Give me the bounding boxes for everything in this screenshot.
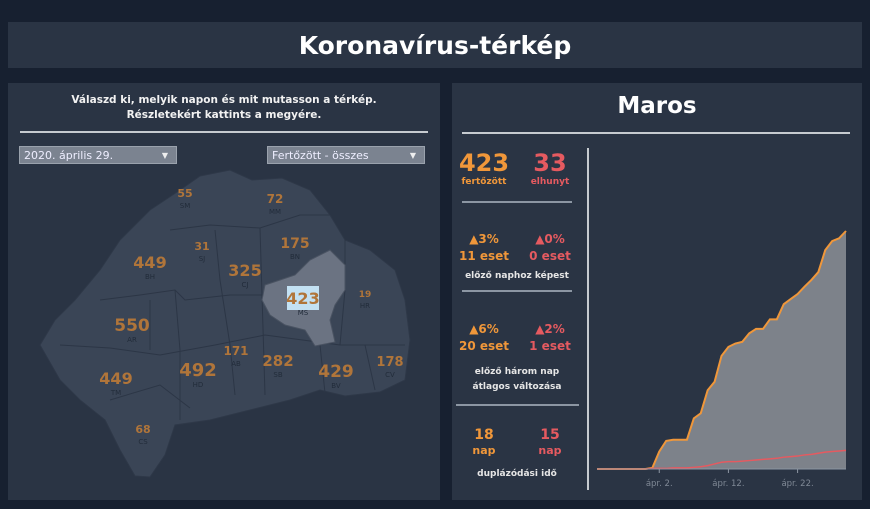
instruction-line: Részletekért kattints a megyére. [126,109,322,121]
county-code-ms: MS [298,309,309,317]
day-change-caption: előző naphoz képest [465,271,569,281]
county-value-tm[interactable]: 449 [99,369,132,388]
county-code-ar: AR [127,336,137,344]
pct: 0% [544,232,565,246]
divider [462,132,850,134]
cases: 11 eset [458,249,510,263]
county-code-hd: HD [193,381,204,389]
county-value-ar[interactable]: 550 [114,316,150,336]
county-code-ab: AB [231,360,241,368]
county-value-bn[interactable]: 175 [280,236,309,252]
triangle-up-icon: ▲ [535,232,545,246]
county-code-bv: BV [331,382,341,390]
metric-dropdown[interactable]: Fertőzött - összes ▼ [267,146,425,164]
county-value-sj[interactable]: 31 [194,240,209,253]
cases: 1 eset [529,339,571,353]
county-detail-panel: Maros 423 fertőzött 33 elhunyt ▲3% 11 es… [452,83,862,500]
pct: 6% [478,322,499,336]
doubling-deaths: 15 nap [520,427,580,459]
county-value-cv[interactable]: 178 [376,355,403,370]
county-name: Maros [617,93,697,119]
title-bar: Koronavírus-térkép [8,22,862,68]
selected-county-highlight [287,286,319,310]
triangle-up-icon: ▲ [469,322,479,336]
county-value-sb[interactable]: 282 [262,352,293,370]
three-day-infected: ▲6% 20 eset [454,321,514,355]
date-dropdown-value: 2020. április 29. [24,149,114,162]
page-title: Koronavírus-térkép [298,30,572,60]
county-code-bh: BH [145,273,155,281]
divider [462,201,572,203]
infected-area [597,231,846,469]
county-value-hr[interactable]: 19 [359,290,372,300]
date-dropdown[interactable]: 2020. április 29. ▼ [19,146,177,164]
day-change-infected: ▲3% 11 eset [454,231,514,265]
three-day-caption: előző három nap átlagos változása [454,365,580,395]
county-value-hd[interactable]: 492 [179,360,217,381]
deaths-value: 33 [533,149,567,177]
county-borders [59,214,405,420]
county-value-bh[interactable]: 449 [133,253,166,272]
cases-chart: ápr. 2. ápr. 12. ápr. 22. [597,230,847,489]
county-code-sb: SB [273,371,282,379]
pct: 3% [478,232,499,246]
county-code-hr: HR [360,302,370,310]
county-code-bn: BN [290,253,300,261]
county-value-cs[interactable]: 68 [135,423,150,436]
divider [20,131,428,133]
caption-line: átlagos változása [472,382,562,392]
cases: 20 eset [458,339,510,353]
chevron-down-icon: ▼ [409,151,416,160]
divider [462,290,572,292]
doubling-caption: duplázódási idő [477,469,557,479]
county-code-cj: CJ [242,281,249,289]
county-value-ab[interactable]: 171 [223,344,248,358]
infected-stat: 423 fertőzött [454,149,514,187]
divider-vertical [587,148,589,490]
county-code-sj: SJ [199,255,206,263]
county-value-sm[interactable]: 55 [177,187,192,200]
x-tick-label: ápr. 2. [646,479,673,489]
county-value-bv[interactable]: 429 [318,362,354,382]
caption-line: előző három nap [474,367,560,377]
county-value-ms[interactable]: 423 [286,289,319,308]
county-value-mm[interactable]: 72 [267,192,284,206]
pct: 2% [544,322,565,336]
unit: nap [472,444,496,457]
metric-dropdown-value: Fertőzött - összes [272,149,369,162]
instruction-line: Válaszd ki, melyik napon és mit mutasson… [71,94,377,106]
triangle-up-icon: ▲ [535,322,545,336]
deaths-stat: 33 elhunyt [520,149,580,187]
value: 15 [540,427,560,443]
x-tick-label: ápr. 22. [781,479,813,489]
county-code-cv: CV [385,371,395,379]
county-code-cs: CS [138,438,148,446]
doubling-infected: 18 nap [454,427,514,459]
infected-label: fertőzött [461,177,507,187]
region-shape [39,169,411,478]
deaths-label: elhunyt [530,177,570,187]
county-code-tm: TM [110,389,121,397]
divider [456,404,579,406]
triangle-up-icon: ▲ [469,232,479,246]
chevron-down-icon: ▼ [161,151,168,160]
infected-value: 423 [458,149,510,177]
x-tick-label: ápr. 12. [712,479,744,489]
three-day-deaths: ▲2% 1 eset [520,321,580,355]
county-value-cj[interactable]: 325 [228,261,261,280]
unit: nap [538,444,562,457]
day-change-deaths: ▲0% 0 eset [520,231,580,265]
county-code-mm: MM [269,208,281,216]
cases: 0 eset [529,249,571,263]
map-panel: Válaszd ki, melyik napon és mit mutasson… [8,83,440,500]
value: 18 [474,427,494,443]
instructions: Válaszd ki, melyik napon és mit mutasson… [8,93,440,123]
county-code-sm: SM [180,202,190,210]
